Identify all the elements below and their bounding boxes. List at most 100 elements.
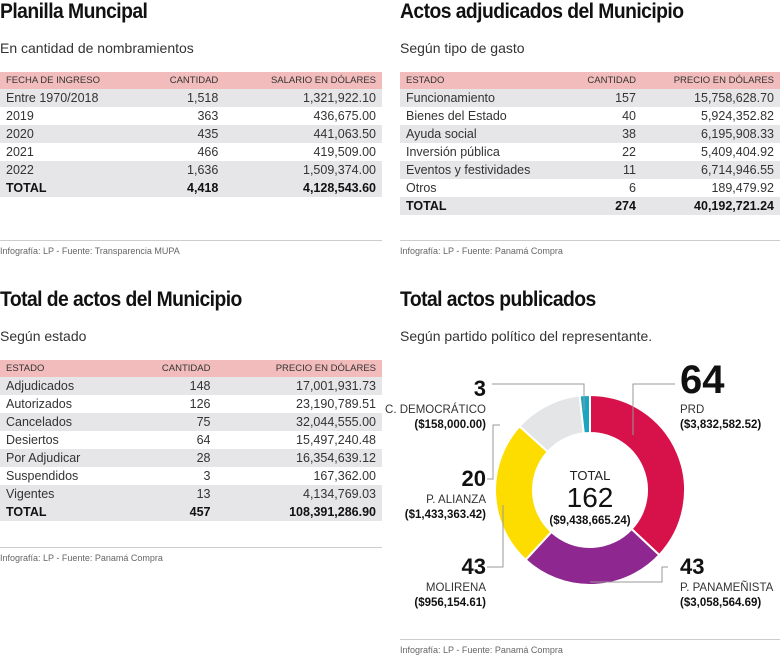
table-cell: 6,714,946.55 — [641, 161, 780, 179]
table-cell: Cancelados — [0, 413, 128, 431]
total-cell: TOTAL — [400, 197, 568, 215]
total-cell: 4,128,543.60 — [224, 179, 382, 197]
donut-center-value: 162 — [567, 482, 614, 513]
table-row: 2019 363 436,675.00 — [0, 107, 382, 125]
table-cell: Otros — [406, 181, 437, 195]
label-alianza: 20 P. ALIANZA ($1,433,363.42) — [404, 466, 486, 522]
slice-amount: ($158,000.00) — [414, 419, 486, 431]
table-row: Vigentes 13 4,134,769.03 — [0, 485, 382, 503]
column-header: CANTIDAD — [142, 72, 225, 89]
table-cell: 2022 — [0, 161, 143, 179]
table-row: Adjudicados 148 17,001,931.73 — [0, 377, 382, 395]
table-cell: 13 — [127, 485, 217, 503]
adjudicados-section: Actos adjudicados del Municipio Según ti… — [400, 0, 780, 215]
total-actos-section: Total de actos del Municipio Según estad… — [0, 288, 382, 521]
table-cell: Por Adjudicar — [0, 449, 128, 467]
slice-value: 3 — [473, 376, 486, 401]
table-row: Inversión pública 22 5,409,404.92 — [400, 143, 780, 161]
table-cell: 1,636 — [142, 161, 225, 179]
source-footer: Infografía: LP - Fuente: Panamá Compra — [0, 547, 382, 563]
label-molirena: 43 MOLIRENA ($956,154.61) — [414, 556, 486, 610]
table-total-row: TOTAL 457 108,391,286.90 — [0, 503, 382, 521]
table-cell: 1,518 — [142, 89, 225, 107]
table-header: FECHA DE INGRESO CANTIDAD SALARIO EN DÓLAR… — [0, 72, 382, 89]
table-row: Otros 6 189,479.92 — [400, 179, 780, 197]
table-header: ESTADO CANTIDAD PRECIO EN DÓLARES — [0, 360, 382, 377]
label-panamenista: 43 P. PANAMEÑISTA ($3,058,564.69) — [680, 554, 773, 610]
table-cell: 17,001,931.73 — [216, 377, 382, 395]
table-cell: 32,044,555.00 — [216, 413, 382, 431]
table-cell: 2020 — [0, 125, 143, 143]
table-cell: 2019 — [6, 109, 34, 123]
table-row: Cancelados 75 32,044,555.00 — [0, 413, 382, 431]
table-row: 2021 466 419,509.00 — [0, 143, 382, 161]
total-cell: 4,418 — [142, 179, 225, 197]
source-footer: Infografía: LP - Fuente: Panamá Compra — [400, 639, 780, 655]
table-cell: 1,509,374.00 — [224, 161, 382, 179]
leader-line-molirena — [487, 505, 504, 568]
label-prd: 64 PRD ($3,832,582.52) — [680, 360, 761, 431]
table-header: ESTADO CANTIDAD PRECIO EN DÓLARES — [400, 72, 780, 89]
table-cell: Inversión pública — [406, 145, 500, 159]
column-header: CANTIDAD — [567, 72, 642, 89]
slice-value: 64 — [680, 358, 725, 402]
table-cell: 75 — [127, 413, 217, 431]
table-cell: 16,354,639.12 — [216, 449, 382, 467]
donut-slice-prd — [589, 393, 686, 557]
table-cell: 5,924,352.82 — [701, 109, 774, 123]
leader-line-alianza — [487, 424, 500, 480]
table-cell: 435 — [142, 125, 225, 143]
total-cell: 457 — [127, 503, 217, 521]
table-cell: Adjudicados — [0, 377, 128, 395]
slice-amount: ($1,433,363.42) — [404, 509, 486, 521]
source-footer: Infografía: LP - Fuente: Panamá Compra — [400, 240, 780, 256]
slice-value: 20 — [461, 466, 486, 491]
table-cell: Funcionamiento — [400, 89, 568, 107]
table-cell: 3 — [203, 469, 211, 483]
table-total-row: TOTAL 274 40,192,721.24 — [400, 197, 780, 215]
slice-amount: ($3,832,582.52) — [680, 419, 762, 431]
section-subtitle: En cantidad de nombramientos — [0, 40, 194, 56]
table-row: Entre 1970/2018 1,518 1,321,922.10 — [0, 89, 382, 107]
slice-name: C. DEMOCRÁTICO — [385, 404, 486, 416]
total-cell: 274 — [567, 197, 642, 215]
table-cell: Ayuda social — [400, 125, 568, 143]
table-cell: 2021 — [6, 145, 34, 159]
publicados-section: Total actos publicados Según partido pol… — [400, 288, 780, 344]
total-cell: TOTAL — [0, 503, 128, 521]
table-cell: 167,362.00 — [313, 469, 376, 483]
table-row: Bienes del Estado 40 5,924,352.82 — [400, 107, 780, 125]
table-cell: Vigentes — [0, 485, 128, 503]
table-cell: 23,190,789.51 — [296, 397, 376, 411]
table-cell: 64 — [196, 433, 211, 447]
table-row: Eventos y festividades 11 6,714,946.55 — [400, 161, 780, 179]
column-header: FECHA DE INGRESO — [0, 72, 143, 89]
slice-name: P. ALIANZA — [426, 494, 486, 506]
table-cell: 1,321,922.10 — [224, 89, 382, 107]
table-row: Desiertos 64 15,497,240.48 — [0, 431, 382, 449]
total-cell: 40,192,721.24 — [641, 197, 780, 215]
section-subtitle: Según estado — [0, 328, 87, 344]
column-header: ESTADO — [0, 360, 128, 377]
table-cell: 148 — [127, 377, 217, 395]
planilla-table: FECHA DE INGRESO CANTIDAD SALARIO EN DÓLAR… — [0, 72, 382, 197]
total-actos-table: ESTADO CANTIDAD PRECIO EN DÓLARES Adjudicad… — [0, 360, 382, 521]
column-header: SALARIO EN DÓLARES — [224, 72, 382, 89]
donut-center-amount: ($9,438,665.24) — [549, 515, 630, 527]
table-cell: 157 — [567, 89, 642, 107]
section-title: Actos adjudicados del Municipio — [400, 0, 684, 23]
planilla-section: Planilla Muncipal En cantidad de nombram… — [0, 0, 382, 197]
table-row: 2020 435 441,063.50 — [0, 125, 382, 143]
section-title: Total de actos del Municipio — [0, 288, 242, 311]
table-cell: 126 — [189, 397, 211, 411]
adjudicados-table: ESTADO CANTIDAD PRECIO EN DÓLARES Funcionam… — [400, 72, 780, 215]
table-total-row: TOTAL 4,418 4,128,543.60 — [0, 179, 382, 197]
source-footer: Infografía: LP - Fuente: Transparencia M… — [0, 240, 382, 256]
column-header: PRECIO EN DÓLARES — [216, 360, 382, 377]
slice-value: 43 — [680, 554, 705, 579]
table-row: Funcionamiento 157 15,758,628.70 — [400, 89, 780, 107]
table-cell: 15,758,628.70 — [641, 89, 780, 107]
leader-line-cd — [492, 383, 585, 410]
table-cell: 466 — [197, 145, 219, 159]
table-cell: 6,195,908.33 — [641, 125, 780, 143]
